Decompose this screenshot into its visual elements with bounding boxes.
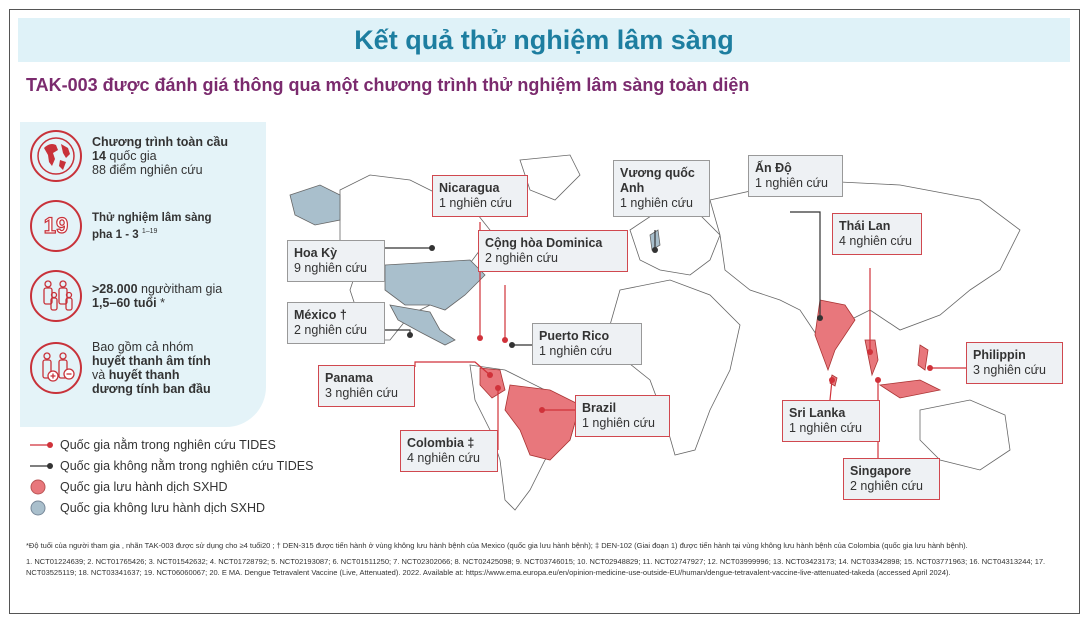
callout-box: Ấn Độ 1 nghiên cứu [748,155,843,197]
study-count: 1 nghiên cứu [620,196,694,210]
legend-non-endemic: Quốc gia không lưu hành dịch SXHD [30,497,313,518]
malaysia-indonesia [878,379,942,399]
europe [629,209,721,276]
study-count: 1 nghiên cứu [789,421,863,435]
thailand [864,339,879,377]
legend-endemic: Quốc gia lưu hành dịch SXHD [30,476,313,497]
callout-box: Brazil 1 nghiên cứu [575,395,670,437]
stat-serostatus: Bao gồm cả nhóm huyết thanh âm tính và huy… [30,340,211,396]
marker-colombia [495,385,501,391]
marker-sri-lanka [829,377,835,383]
country-name: Singapore [850,464,912,478]
legend-tides: Quốc gia nằm trong nghiên cứu TIDES [30,434,313,455]
marker-panama [487,372,493,378]
callout-box: Singapore 2 nghiên cứu [843,458,940,500]
greenland [519,154,581,201]
study-count: 3 nghiên cứu [973,363,1047,377]
study-count: 3 nghiên cứu [325,386,399,400]
marker-mexico [407,332,413,338]
study-count: 9 nghiên cứu [294,261,368,275]
country-name: México † [294,308,347,322]
people-icon [30,270,82,322]
globe-icon [30,130,82,182]
legend-non-tides: Quốc gia không nằm trong nghiên cứu TIDE… [30,455,313,476]
marker-uk [652,247,658,253]
country-name: Hoa Kỳ [294,246,338,260]
country-name: Vương quốc Anh [620,166,695,195]
study-count: 1 nghiên cứu [539,344,613,358]
callout-box: Cộng hòa Dominica 2 nghiên cứu [478,230,628,272]
marker-dominican [502,337,508,343]
stat-trials: 19 Thử nghiệm lâm sàng pha 1 - 3 1–19 [30,200,212,252]
study-count: 1 nghiên cứu [582,416,656,430]
country-name: Philippin [973,348,1026,362]
india [814,299,856,372]
non-endemic-countries [289,184,661,346]
marker-philippines [927,365,933,371]
callout-box: México † 2 nghiên cứu [287,302,385,344]
callout-box: Colombia ‡ 4 nghiên cứu [400,430,498,472]
world-map [289,154,1021,511]
number-19-icon: 19 [30,200,82,252]
marker-nicaragua [477,335,483,341]
country-name: Thái Lan [839,219,891,233]
asia [709,179,1021,341]
country-name: Cộng hòa Dominica [485,236,603,250]
study-count: 2 nghiên cứu [485,251,559,265]
stat-participants: >28.000 ngườitham gia 1,5–60 tuổi * [30,270,222,322]
serostatus-icon [30,342,82,394]
usa [384,259,486,311]
callout-box: Philippin 3 nghiên cứu [966,342,1063,384]
callout-box: Puerto Rico 1 nghiên cứu [532,323,642,365]
country-name: Panama [325,371,373,385]
country-markers [407,245,933,413]
page-title: Kết quả thử nghiệm lâm sàng [354,25,734,55]
study-count: 2 nghiên cứu [294,323,368,337]
country-name: Ấn Độ [755,161,792,175]
callout-box: Hoa Kỳ 9 nghiên cứu [287,240,385,282]
philippines [917,344,929,371]
callout-box: Thái Lan 4 nghiên cứu [832,213,922,255]
map-legend: Quốc gia nằm trong nghiên cứu TIDES Quốc… [30,434,313,518]
country-name: Colombia ‡ [407,436,475,450]
australia [919,399,1011,471]
mexico [389,304,456,346]
study-count: 2 nghiên cứu [850,479,924,493]
callout-box: Panama 3 nghiên cứu [318,365,415,407]
stat-global: Chương trình toàn cầu 14 quốc gia 88 điểm … [30,130,228,182]
country-name: Puerto Rico [539,329,610,343]
connector-lines [385,211,966,458]
marker-thailand [867,349,873,355]
study-count: 1 nghiên cứu [439,196,513,210]
footnotes: *Độ tuổi của người tham gia , nhãn TAK-0… [26,541,1046,577]
marker-puerto-rico [509,342,515,348]
study-count: 4 nghiên cứu [839,234,913,248]
callout-box: Sri Lanka 1 nghiên cứu [782,400,880,442]
marker-singapore [875,377,881,383]
country-name: Brazil [582,401,617,415]
slide-frame [9,9,1080,614]
study-count: 4 nghiên cứu [407,451,481,465]
brazil [504,384,581,461]
country-name: Nicaragua [439,181,500,195]
marker-usa [429,245,435,251]
alaska [289,184,341,226]
marker-brazil [539,407,545,413]
callout-box: Nicaragua 1 nghiên cứu [432,175,528,217]
study-count: 1 nghiên cứu [755,176,829,190]
stats-panel: Chương trình toàn cầu 14 quốc gia 88 điểm … [20,122,266,427]
callout-box: Vương quốc Anh 1 nghiên cứu [613,160,710,217]
title-bar: Kết quả thử nghiệm lâm sàng [18,18,1070,62]
country-name: Sri Lanka [789,406,846,420]
marker-india [817,315,823,321]
subtitle: TAK-003 được đánh giá thông qua một chươ… [26,75,750,95]
